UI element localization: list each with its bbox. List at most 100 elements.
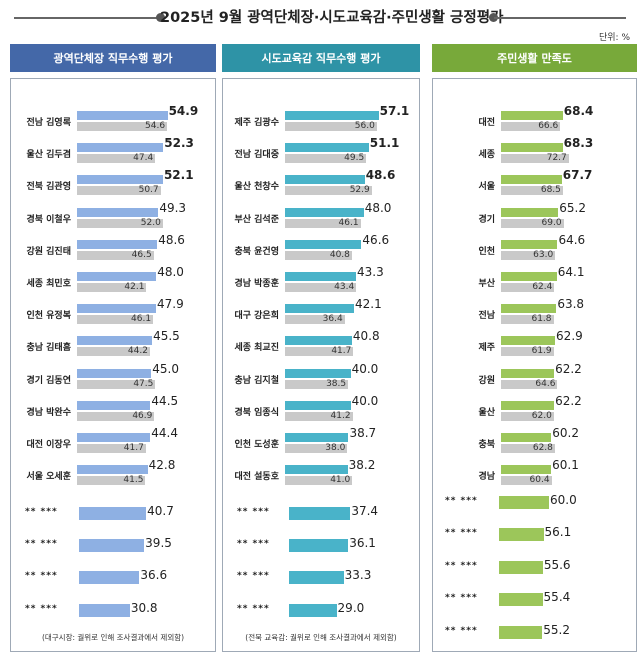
value-label-current: 55.6: [543, 557, 571, 572]
bar-row: 서울 오세훈 42.8 41.5: [11, 458, 215, 493]
value-label-current: 62.9: [556, 329, 583, 344]
bar-previous: [501, 186, 563, 196]
bar-previous: [285, 186, 372, 196]
category-label: 서울: [478, 182, 495, 193]
bar-current: [79, 507, 147, 520]
value-label-previous: 56.0: [354, 121, 375, 131]
value-label-current: 56.1: [544, 525, 572, 540]
bar-current: [501, 207, 559, 217]
category-label: 세종: [478, 150, 495, 161]
title-rule-left: [14, 17, 160, 19]
bar-current: [289, 539, 349, 553]
value-label-current: 49.3: [159, 200, 187, 215]
bar-current: [289, 571, 344, 585]
bar-row: 경북 이철우 49.3 52.0: [11, 200, 215, 236]
value-label-previous: 52.0: [140, 217, 161, 228]
value-label-current: 55.2: [543, 622, 570, 637]
bar-row: 경북 임종식 40.0 41.2: [223, 393, 419, 429]
bar-previous: [285, 154, 367, 164]
value-label-current: 36.6: [140, 568, 168, 583]
value-label-previous: 43.4: [334, 282, 355, 292]
category-label: 대전: [478, 118, 495, 128]
bar-row: 울산 천창수 48.6 52.9: [223, 168, 419, 203]
value-label-previous: 46.5: [131, 249, 152, 260]
category-label: 세종 최민호: [26, 279, 71, 289]
bar-current: [285, 400, 351, 410]
category-label: 경남: [478, 472, 495, 483]
bar-row: ** *** 39.5: [11, 527, 215, 561]
bar-row: 부산 김석준 48.0 46.1: [223, 201, 419, 236]
bar-current: [285, 111, 379, 120]
value-label-current: 48.0: [157, 265, 184, 279]
value-label-current: 40.0: [351, 393, 379, 408]
category-label: 경북 임종식: [234, 407, 279, 418]
value-label-current: 52.3: [164, 136, 194, 151]
value-label-current: 55.4: [543, 590, 571, 605]
value-label-current: 45.5: [153, 329, 180, 344]
value-label-previous: 52.9: [349, 185, 370, 196]
category-label: 강원 김진태: [26, 246, 71, 257]
value-label-current: 64.6: [558, 232, 586, 247]
bar-row: 경기 김동연 45.0 47.5: [11, 362, 215, 397]
bar-previous: [77, 444, 146, 453]
value-label-previous: 72.7: [546, 153, 567, 164]
bar-previous: [77, 315, 154, 325]
category-label: ** ***: [25, 539, 58, 550]
bar-previous: [501, 122, 561, 131]
value-label-current: 60.1: [552, 458, 579, 473]
value-label-current: 37.4: [351, 504, 379, 518]
bar-current: [77, 239, 158, 249]
bar-current: [499, 593, 543, 607]
value-label-previous: 47.4: [133, 153, 154, 164]
value-label-current: 33.3: [344, 568, 372, 583]
value-label-current: 64.1: [557, 265, 585, 279]
bar-previous: [285, 250, 352, 260]
bar-previous: [285, 476, 353, 486]
category-label: 충북 윤건영: [234, 246, 279, 257]
value-label-current: 30.8: [130, 600, 158, 615]
value-label-previous: 68.5: [540, 185, 561, 196]
value-label-current: 54.9: [168, 104, 199, 118]
value-label-previous: 47.5: [133, 378, 154, 389]
category-label: 경기 김동연: [26, 375, 71, 386]
bar-current: [285, 336, 352, 346]
value-label-previous: 41.0: [330, 475, 351, 486]
bar-current: [499, 625, 543, 639]
bar-previous: [77, 379, 156, 389]
value-label-previous: 49.5: [344, 153, 365, 164]
category-label: 인천 유정복: [26, 311, 71, 322]
bar-row: ** *** 55.6: [433, 549, 636, 583]
bar-row: 전남 김대중 51.1 49.5: [223, 136, 419, 171]
bar-row: 전북 김관영 52.1 50.7: [11, 168, 215, 203]
value-label-previous: 38.5: [326, 378, 347, 389]
category-label: ** ***: [237, 507, 270, 517]
bar-current: [499, 560, 543, 574]
category-label: 경북 이철우: [26, 214, 71, 225]
panel-note: (대구시장: 궐위로 인해 조사결과에서 제외함): [41, 633, 185, 642]
panel-rows: 대전 68.4 66.6 세종 68.3 72.7 서울 67.7 68.5 경기 65.2 69.0…: [433, 79, 636, 651]
category-label: 대구 강은희: [234, 311, 279, 322]
bar-row: 충남 김지철 40.0 38.5: [223, 362, 419, 397]
bar-previous: [285, 122, 377, 131]
bar-previous: [77, 122, 168, 131]
panel-rows: 제주 김광수 57.1 56.0 전남 김대중 51.1 49.5 울산 천창수 48.6 52…: [223, 79, 419, 651]
bar-current: [77, 207, 159, 217]
title-bar: 2025년 9월 광역단체장·시도교육감·주민생활 긍정평가: [0, 6, 640, 28]
value-label-previous: 41.7: [123, 443, 144, 453]
value-label-current: 62.2: [555, 393, 582, 408]
category-label: 부산 김석준: [234, 214, 279, 225]
panel-header: 주민생활 만족도: [432, 44, 637, 72]
value-label-current: 38.2: [348, 458, 376, 473]
panel-header: 시도교육감 직무수행 평가: [222, 44, 420, 72]
category-label: 충남 김태흠: [26, 343, 71, 354]
bar-current: [501, 368, 555, 378]
category-label: ** ***: [237, 571, 270, 582]
bar-current: [285, 304, 355, 314]
bar-row: 세종 68.3 72.7: [433, 136, 636, 171]
bar-previous: [501, 411, 554, 421]
bar-row: 경기 65.2 69.0: [433, 201, 636, 236]
bar-previous: [501, 379, 558, 389]
bar-current: [501, 175, 562, 185]
bar-row: 제주 김광수 57.1 56.0: [223, 104, 419, 139]
value-label-current: 48.6: [158, 232, 185, 247]
